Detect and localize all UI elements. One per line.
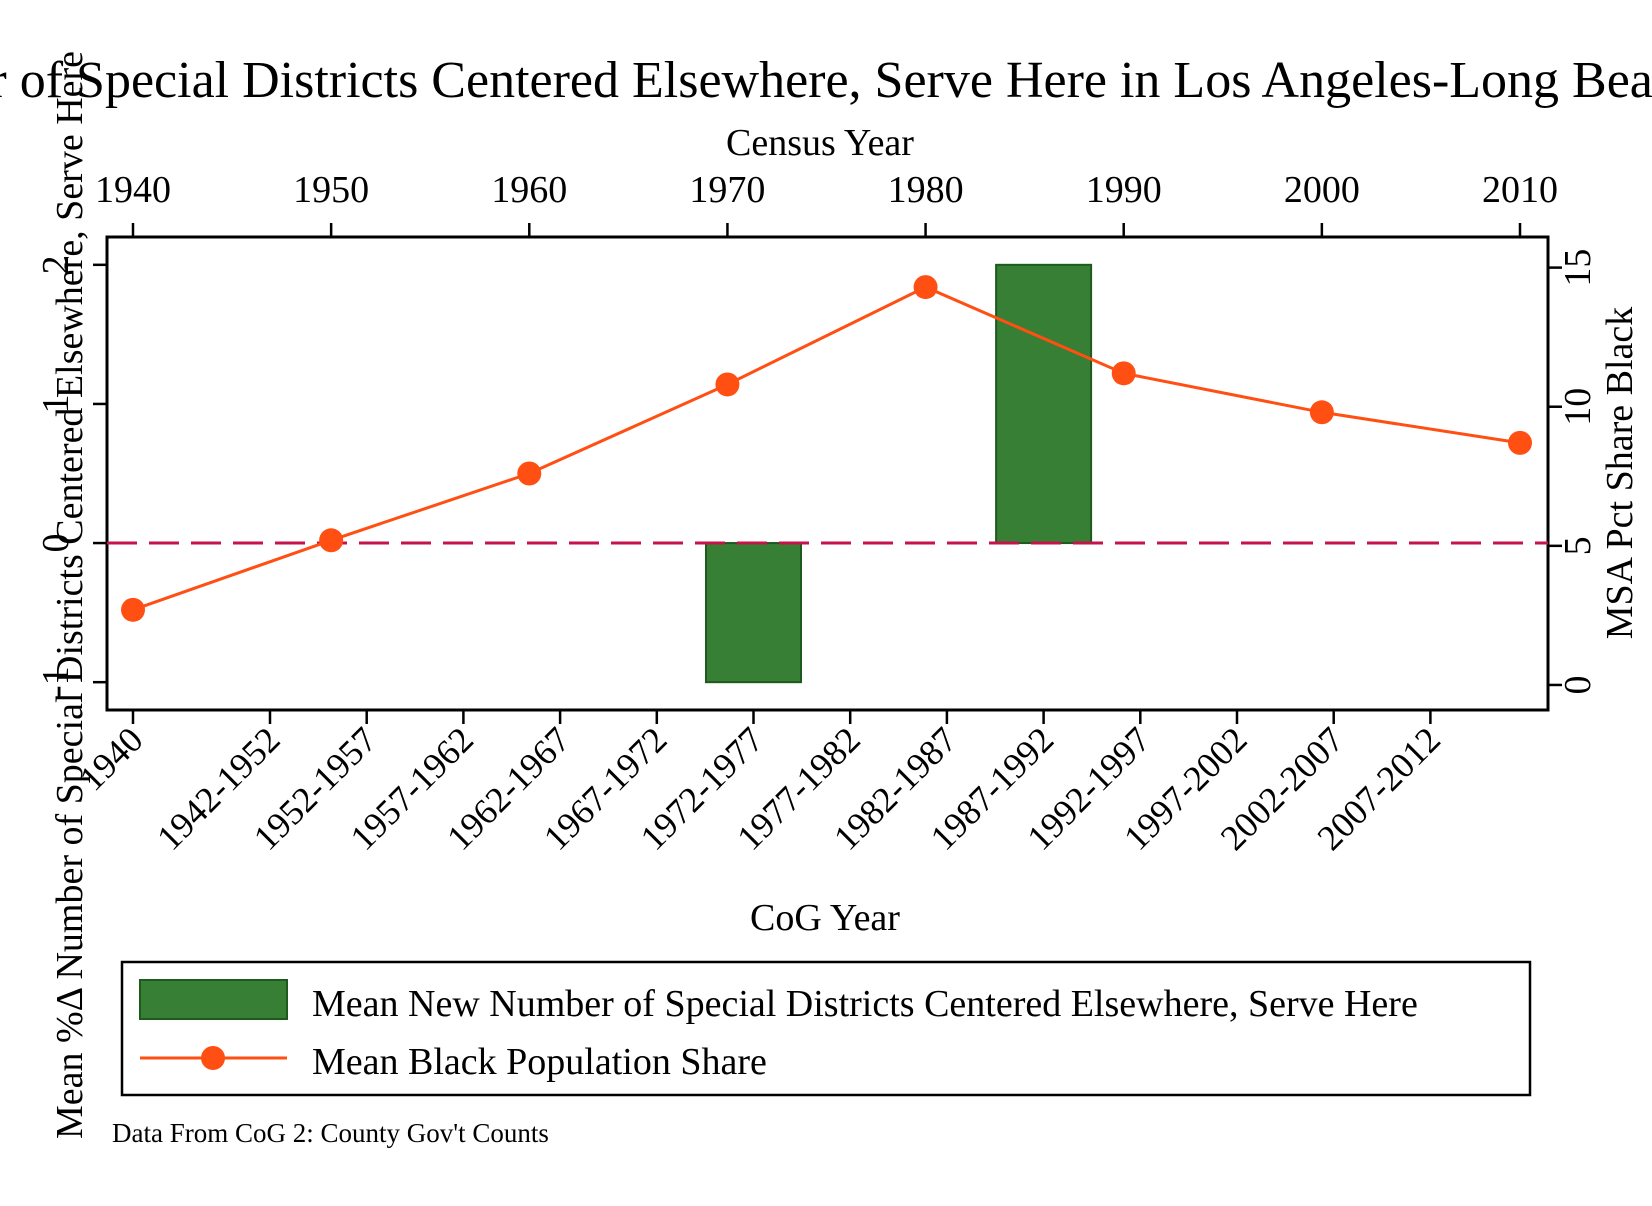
left-tick-label: 2 (35, 255, 77, 274)
bottom-axis-ticks: 19401942-19521952-19571957-19621962-1967… (71, 710, 1448, 858)
line-point (1309, 400, 1334, 425)
legend-line-marker (201, 1046, 225, 1070)
top-tick-label: 2010 (1482, 169, 1558, 211)
left-tick-label: 1 (35, 394, 77, 413)
line-point (913, 275, 938, 300)
right-tick-label: 0 (1557, 675, 1599, 694)
top-tick-label: 1950 (293, 169, 369, 211)
bar (995, 263, 1093, 545)
line-point (517, 461, 542, 486)
top-axis-title: Census Year (726, 122, 914, 164)
right-axis-ticks: 0 5 10 15 (1548, 249, 1599, 694)
bottom-axis-title: CoG Year (750, 897, 900, 939)
chart-title: Mean %Δ Number of Special Districts Cent… (0, 52, 1652, 109)
left-tick-label: -1 (35, 666, 77, 698)
top-axis-ticks: 1940 1950 1960 1970 1980 1990 2000 2010 (95, 169, 1558, 237)
left-tick-label: 0 (35, 534, 77, 553)
line-series (132, 285, 1521, 612)
left-axis-title: Mean %Δ Number of Special Districts Cent… (49, 51, 91, 1139)
right-tick-label: 15 (1557, 249, 1599, 287)
right-tick-label: 10 (1557, 388, 1599, 426)
line-series-layer (121, 275, 1532, 622)
line-point (715, 372, 740, 397)
top-tick-label: 2000 (1284, 169, 1360, 211)
legend-label-bars: Mean New Number of Special Districts Cen… (312, 983, 1418, 1025)
line-point (1111, 361, 1136, 386)
top-tick-label: 1990 (1086, 169, 1162, 211)
legend: Mean New Number of Special Districts Cen… (120, 960, 1532, 1097)
data-source-note: Data From CoG 2: County Gov't Counts (112, 1118, 549, 1148)
bar (705, 542, 802, 684)
legend-frame (120, 960, 1532, 1097)
right-tick-label: 5 (1557, 536, 1599, 555)
top-tick-label: 1940 (95, 169, 171, 211)
plot-frame (105, 235, 1550, 712)
top-tick-label: 1960 (491, 169, 567, 211)
bars-layer (705, 263, 1093, 684)
top-tick-label: 1970 (689, 169, 765, 211)
line-point (319, 528, 344, 553)
legend-bar-swatch (139, 979, 288, 1020)
legend-label-line: Mean Black Population Share (312, 1041, 767, 1083)
left-axis-ticks: -1 0 1 2 (35, 255, 107, 698)
line-point (121, 597, 145, 622)
line-point (1508, 430, 1532, 455)
right-axis-title: MSA Pct Share Black (1599, 307, 1641, 639)
top-tick-label: 1980 (888, 169, 964, 211)
